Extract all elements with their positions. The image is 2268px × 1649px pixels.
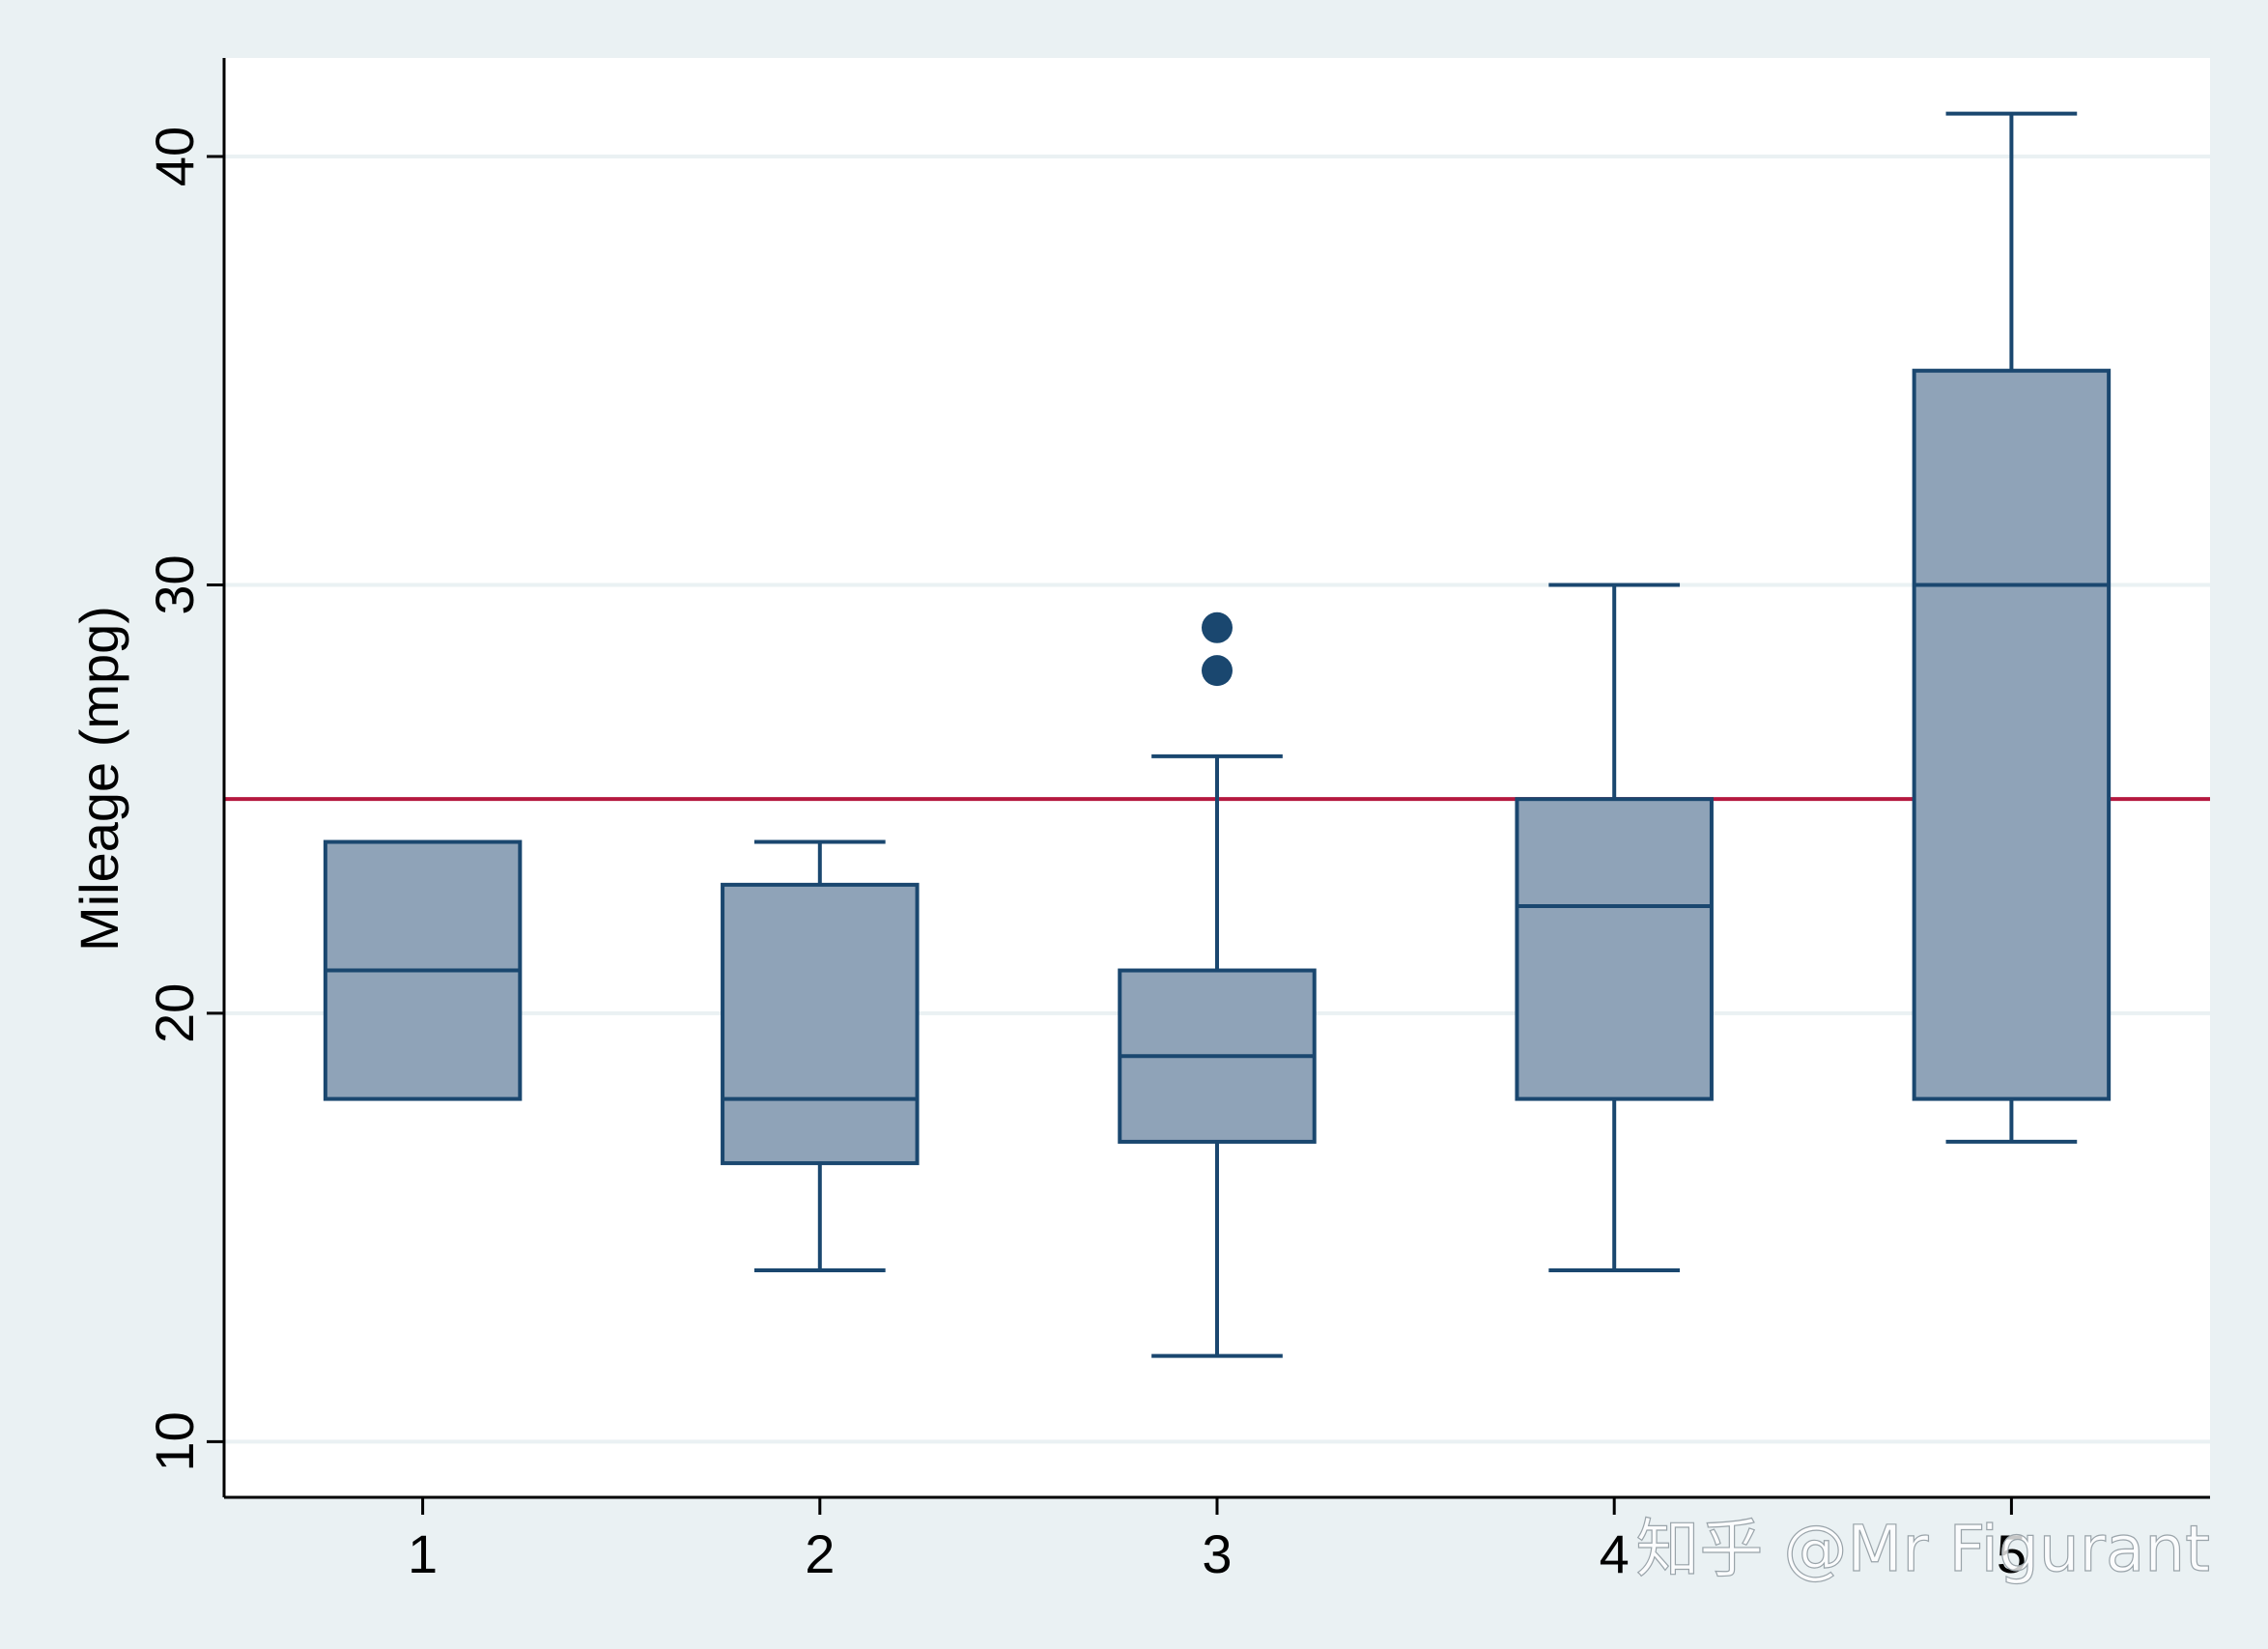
box-iqr xyxy=(1912,368,2112,1101)
y-axis-title: Mileage (mpg) xyxy=(69,606,129,952)
box-group-3 xyxy=(1118,611,1317,1358)
watermark-text: 知乎 @Mr Figurant xyxy=(1635,1512,2210,1586)
outlier-point xyxy=(1202,655,1233,687)
x-tick-label-4: 4 xyxy=(1600,1523,1630,1584)
y-tick-label-40: 40 xyxy=(144,127,205,186)
y-tick-label-20: 20 xyxy=(144,983,205,1043)
x-tick-label-3: 3 xyxy=(1202,1523,1232,1584)
x-tick-label-1: 1 xyxy=(408,1523,438,1584)
box-group-5 xyxy=(1912,111,2112,1144)
boxes xyxy=(323,111,2112,1358)
y-tick-label-10: 10 xyxy=(144,1411,205,1471)
x-tick-label-2: 2 xyxy=(805,1523,835,1584)
box-iqr xyxy=(1515,797,1714,1101)
box-iqr xyxy=(721,882,920,1166)
x-ticks: 1 2 3 4 5 xyxy=(408,1497,2027,1584)
box-group-2 xyxy=(721,839,920,1272)
y-ticks: 10 20 30 40 xyxy=(144,127,224,1471)
x-tick-label-5: 5 xyxy=(1997,1523,2027,1584)
box-group-1 xyxy=(323,839,523,1101)
outlier-point xyxy=(1202,611,1233,643)
y-tick-label-30: 30 xyxy=(144,554,205,614)
box-group-4 xyxy=(1515,583,1714,1272)
grid-lines xyxy=(224,154,2210,1444)
